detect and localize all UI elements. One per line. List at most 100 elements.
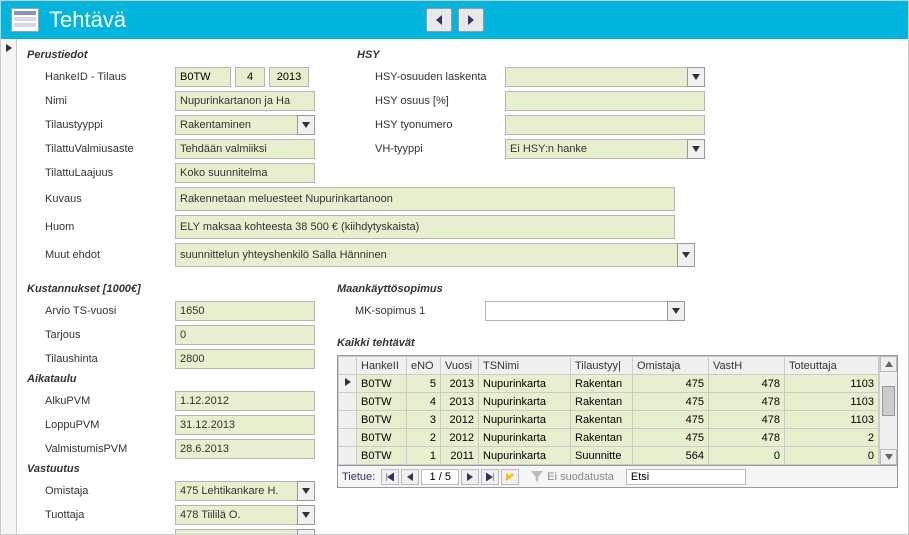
cell-input[interactable] [479, 411, 570, 428]
col-header[interactable]: Vuosi [441, 357, 479, 375]
hankeid-input[interactable] [175, 67, 231, 87]
cell-input[interactable] [479, 429, 570, 446]
cell-input[interactable] [571, 411, 632, 428]
cell-input[interactable] [479, 375, 570, 392]
arvio-field[interactable]: 1650 [175, 301, 315, 321]
recordnav-position-input[interactable] [421, 469, 459, 485]
table-row[interactable] [339, 375, 879, 393]
cell-input[interactable] [407, 447, 440, 464]
scroll-thumb[interactable] [882, 386, 895, 416]
label-tilaustyyppi: Tilaustyyppi [45, 119, 175, 131]
table-row[interactable] [339, 429, 879, 447]
cell-input[interactable] [571, 393, 632, 410]
cell-input[interactable] [441, 429, 478, 446]
tilaustyyppi-select[interactable]: Rakentaminen [175, 115, 315, 135]
cell-input[interactable] [357, 447, 406, 464]
cell-input[interactable] [357, 411, 406, 428]
cell-input[interactable] [785, 429, 878, 446]
cell-input[interactable] [357, 429, 406, 446]
label-huom: Huom [45, 221, 175, 233]
cell-input[interactable] [633, 447, 708, 464]
col-header[interactable]: Omistaja [633, 357, 709, 375]
col-header[interactable]: eNO [407, 357, 441, 375]
cell-input[interactable] [441, 411, 478, 428]
recordnav-next-button[interactable] [461, 469, 479, 485]
cell-input[interactable] [709, 375, 784, 392]
label-mksopimus: MK-sopimus 1 [355, 305, 485, 317]
valmistumispvm-field[interactable]: 28.6.2013 [175, 439, 315, 459]
recordnav-new-button[interactable] [501, 469, 519, 485]
cell-input[interactable] [785, 447, 878, 464]
nimi-field[interactable]: Nupurinkartanon ja Ha [175, 91, 315, 111]
kuvaus-field[interactable]: Rakennetaan meluesteet Nupurinkartanoon [175, 187, 675, 211]
tilattuvalmius-field[interactable]: Tehdään valmiiksi [175, 139, 315, 159]
toteuttaja-select[interactable]: 1103 Skanska Infra [175, 529, 315, 534]
cell-input[interactable] [709, 447, 784, 464]
hsylaskenta-select[interactable] [505, 67, 705, 87]
label-hankeid: HankeID - Tilaus [45, 71, 175, 83]
tilaushinta-field[interactable]: 2800 [175, 349, 315, 369]
omistaja-select[interactable]: 475 Lehtikankare H. [175, 481, 315, 501]
nav-prev-button[interactable] [426, 8, 452, 32]
cell-input[interactable] [479, 447, 570, 464]
cell-input[interactable] [479, 393, 570, 410]
cell-input[interactable] [633, 393, 708, 410]
loppupvm-field[interactable]: 31.12.2013 [175, 415, 315, 435]
cell-input[interactable] [633, 429, 708, 446]
table-row[interactable] [339, 447, 879, 465]
cell-input[interactable] [709, 411, 784, 428]
tilattulaajuus-field[interactable]: Koko suunnitelma [175, 163, 315, 183]
recordnav-search-input[interactable] [626, 469, 746, 485]
tilaus-vuosi-input[interactable] [269, 67, 309, 87]
cell-input[interactable] [357, 375, 406, 392]
tuottaja-select[interactable]: 478 Tiililä O. [175, 505, 315, 525]
tasks-table[interactable]: HankeIIeNOVuosiTSNimiTilaustyy|OmistajaV… [338, 356, 879, 465]
col-header[interactable]: Tilaustyy| [571, 357, 633, 375]
cell-input[interactable] [407, 393, 440, 410]
alkupvm-field[interactable]: 1.12.2012 [175, 391, 315, 411]
cell-input[interactable] [407, 429, 440, 446]
cell-input[interactable] [441, 375, 478, 392]
col-header[interactable]: VastH [709, 357, 785, 375]
hsytyonumero-field[interactable] [505, 115, 705, 135]
cell-input[interactable] [571, 447, 632, 464]
cell-input[interactable] [785, 411, 878, 428]
cell-input[interactable] [441, 393, 478, 410]
cell-input[interactable] [633, 411, 708, 428]
recordnav-search [626, 469, 746, 485]
cell-input[interactable] [571, 429, 632, 446]
section-vastuutus: Vastuutus [27, 463, 317, 475]
tilaus-no-input[interactable] [235, 67, 265, 87]
record-selector-strip[interactable] [1, 39, 17, 534]
cell-input[interactable] [357, 393, 406, 410]
hsyosuus-field[interactable] [505, 91, 705, 111]
cell-input[interactable] [709, 429, 784, 446]
cell-input[interactable] [407, 375, 440, 392]
tarjous-field[interactable]: 0 [175, 325, 315, 345]
recordnav-first-button[interactable] [381, 469, 399, 485]
scroll-up-button[interactable] [880, 356, 897, 372]
cell-input[interactable] [785, 375, 878, 392]
vhtyyppi-select[interactable]: Ei HSY:n hanke [505, 139, 705, 159]
col-header[interactable]: Toteuttaja [785, 357, 879, 375]
cell-input[interactable] [407, 411, 440, 428]
cell-input[interactable] [633, 375, 708, 392]
table-row[interactable] [339, 393, 879, 411]
muutehdot-field[interactable]: suunnittelun yhteyshenkilö Salla Hännine… [175, 243, 695, 267]
section-perustiedot: Perustiedot [27, 49, 337, 61]
col-header[interactable]: HankeII [357, 357, 407, 375]
col-header[interactable]: TSNimi [479, 357, 571, 375]
cell-input[interactable] [709, 393, 784, 410]
table-row[interactable] [339, 411, 879, 429]
recordnav-last-button[interactable] [481, 469, 499, 485]
label-arvio: Arvio TS-vuosi [45, 305, 175, 317]
nav-next-button[interactable] [458, 8, 484, 32]
cell-input[interactable] [441, 447, 478, 464]
huom-field[interactable]: ELY maksaa kohteesta 38 500 € (kiihdytys… [175, 215, 675, 239]
recordnav-prev-button[interactable] [401, 469, 419, 485]
scroll-down-button[interactable] [880, 449, 897, 465]
subgrid-scrollbar[interactable] [879, 356, 897, 465]
mksopimus-select[interactable] [485, 301, 685, 321]
cell-input[interactable] [785, 393, 878, 410]
cell-input[interactable] [571, 375, 632, 392]
